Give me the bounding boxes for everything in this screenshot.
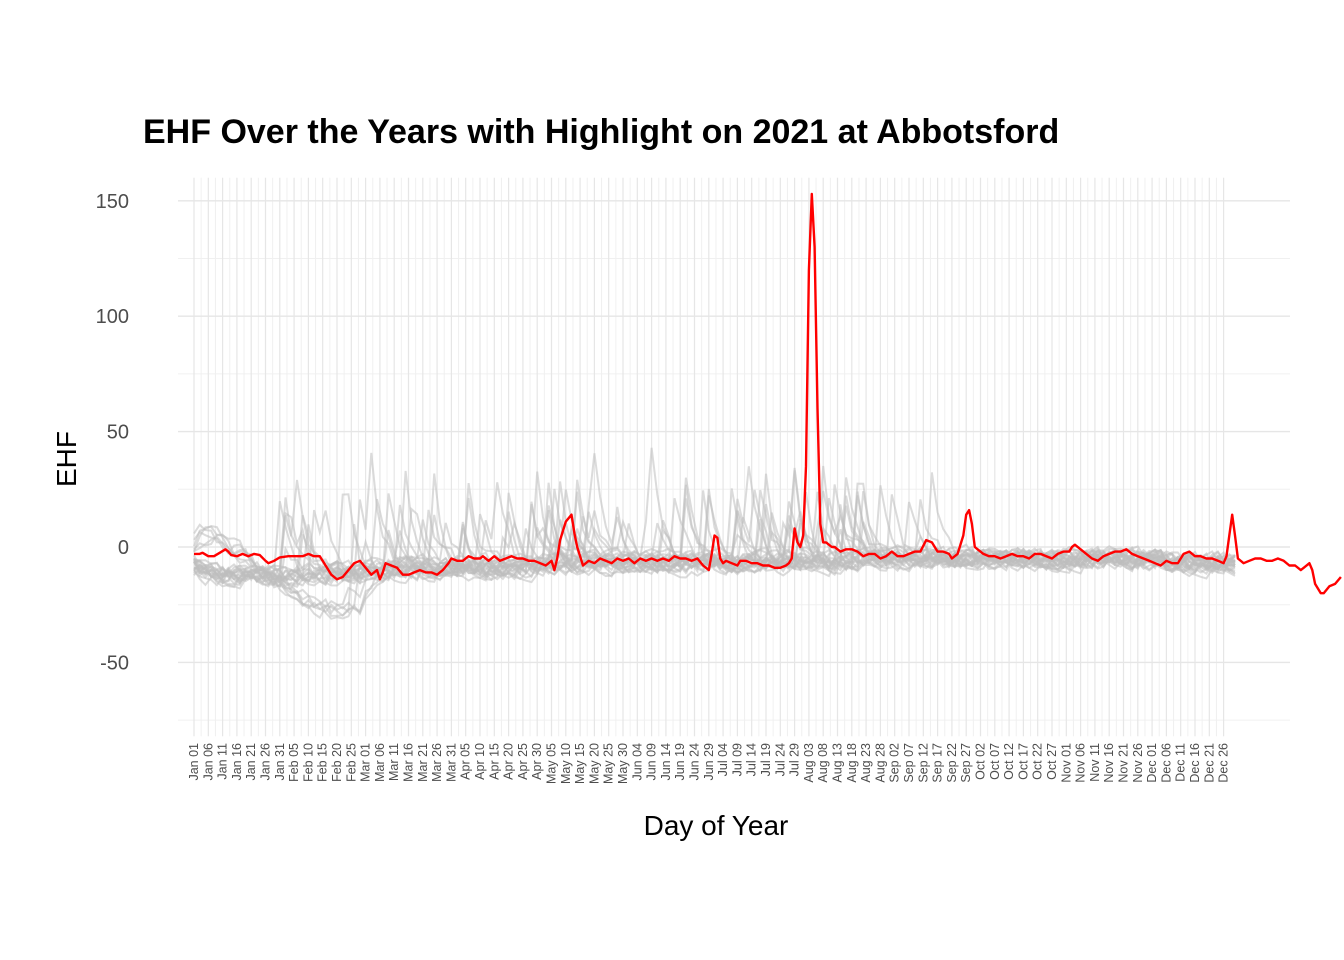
- y-axis-title: EHF: [51, 431, 82, 487]
- x-tick-label: Dec 26: [1217, 743, 1231, 783]
- x-tick-label: Mar 26: [430, 743, 444, 782]
- x-tick-label: Sep 02: [888, 743, 902, 783]
- x-tick-labels: Jan 01 Jan 06 Jan 11 Jan 16 Jan 21 Jan 26 Jan …: [187, 743, 1231, 784]
- x-tick-label: Sep 22: [945, 743, 959, 783]
- x-tick-label: Feb 10: [301, 743, 315, 782]
- x-tick-label: Nov 06: [1074, 743, 1088, 783]
- x-tick-label: Mar 11: [387, 743, 401, 781]
- x-tick-label: Apr 05: [459, 743, 473, 780]
- x-tick-label: Nov 01: [1059, 743, 1073, 783]
- grid-minor: [178, 177, 1290, 737]
- y-tick-label: 100: [96, 306, 129, 328]
- x-tick-label: Apr 20: [502, 743, 516, 780]
- x-tick-label: Oct 07: [988, 743, 1002, 780]
- x-tick-label: Jul 19: [759, 743, 773, 776]
- x-tick-label: Mar 16: [402, 743, 416, 782]
- x-tick-label: Apr 30: [530, 743, 544, 780]
- background-year-line: [193, 447, 1236, 617]
- x-tick-label: Aug 28: [873, 743, 887, 783]
- y-tick-label: 0: [118, 537, 129, 559]
- background-year-line: [193, 466, 1236, 582]
- y-tick-label: 50: [107, 422, 129, 444]
- x-tick-label: Jun 04: [630, 743, 644, 781]
- x-tick-label: Mar 31: [444, 743, 458, 782]
- y-tick-labels: 150 100 50 0 -50: [96, 191, 129, 675]
- x-tick-label: Jun 14: [659, 743, 673, 781]
- x-tick-label: Nov 11: [1088, 743, 1102, 782]
- x-tick-label: Apr 25: [516, 743, 530, 780]
- x-tick-label: Jun 29: [702, 743, 716, 781]
- x-tick-label: Jul 09: [730, 743, 744, 776]
- x-tick-label: May 30: [616, 743, 630, 784]
- x-tick-label: Jan 06: [201, 743, 215, 781]
- x-tick-label: Dec 01: [1145, 743, 1159, 783]
- x-tick-label: Feb 25: [344, 743, 358, 782]
- x-tick-label: May 20: [587, 743, 601, 784]
- x-tick-label: Jul 29: [788, 743, 802, 776]
- x-tick-label: Oct 12: [1002, 743, 1016, 780]
- x-tick-label: Oct 02: [974, 743, 988, 780]
- x-tick-label: Dec 06: [1159, 743, 1173, 783]
- x-tick-label: May 15: [573, 743, 587, 784]
- x-tick-label: Aug 23: [859, 743, 873, 783]
- highlight-series-group: [194, 192, 1342, 595]
- x-tick-label: Jun 19: [673, 743, 687, 781]
- x-tick-label: Feb 15: [316, 743, 330, 782]
- x-axis-title: Day of Year: [644, 810, 789, 841]
- x-tick-label: Jan 11: [216, 743, 230, 780]
- background-series-group: [193, 447, 1236, 620]
- x-tick-label: Dec 16: [1188, 743, 1202, 783]
- x-tick-label: Jun 09: [645, 743, 659, 781]
- x-tick-label: Sep 17: [931, 743, 945, 783]
- x-tick-label: Oct 22: [1031, 743, 1045, 780]
- x-tick-label: Feb 05: [287, 743, 301, 782]
- x-tick-label: Oct 27: [1045, 743, 1059, 780]
- x-tick-label: Jan 01: [187, 743, 201, 781]
- chart-title: EHF Over the Years with Highlight on 202…: [143, 113, 1059, 151]
- grid-major: [178, 177, 1290, 737]
- x-tick-label: May 25: [602, 743, 616, 784]
- x-tick-label: Oct 17: [1016, 743, 1030, 780]
- x-tick-label: Sep 12: [916, 743, 930, 783]
- x-tick-label: Sep 07: [902, 743, 916, 783]
- y-tick-label: -50: [100, 652, 129, 674]
- x-tick-label: Aug 08: [816, 743, 830, 783]
- x-tick-label: Apr 10: [473, 743, 487, 780]
- x-tick-label: Aug 03: [802, 743, 816, 783]
- x-tick-label: Apr 15: [487, 743, 501, 780]
- x-tick-label: Nov 16: [1102, 743, 1116, 783]
- x-tick-label: Mar 01: [359, 743, 373, 782]
- x-tick-label: Nov 21: [1117, 743, 1131, 783]
- x-tick-label: Nov 26: [1131, 743, 1145, 783]
- highlight-year-line: [194, 192, 1342, 595]
- x-tick-label: Jul 24: [773, 743, 787, 776]
- x-tick-label: Sep 27: [959, 743, 973, 783]
- x-tick-label: Jul 04: [716, 743, 730, 776]
- x-tick-label: Dec 11: [1174, 743, 1188, 782]
- x-tick-label: Jul 14: [745, 743, 759, 776]
- x-tick-label: Mar 06: [373, 743, 387, 782]
- x-tick-label: May 05: [545, 743, 559, 784]
- x-tick-label: Jan 26: [259, 743, 273, 781]
- x-tick-label: Aug 13: [831, 743, 845, 783]
- x-tick-label: Dec 21: [1202, 743, 1216, 783]
- x-tick-label: May 10: [559, 743, 573, 784]
- x-tick-label: Jan 21: [244, 743, 258, 781]
- x-tick-label: Aug 18: [845, 743, 859, 783]
- x-tick-label: Jan 16: [230, 743, 244, 781]
- x-tick-label: Jun 24: [688, 743, 702, 781]
- x-tick-label: Jan 31: [273, 743, 287, 781]
- y-tick-label: 150: [96, 191, 129, 213]
- x-tick-label: Feb 20: [330, 743, 344, 782]
- x-tick-label: Mar 21: [416, 743, 430, 782]
